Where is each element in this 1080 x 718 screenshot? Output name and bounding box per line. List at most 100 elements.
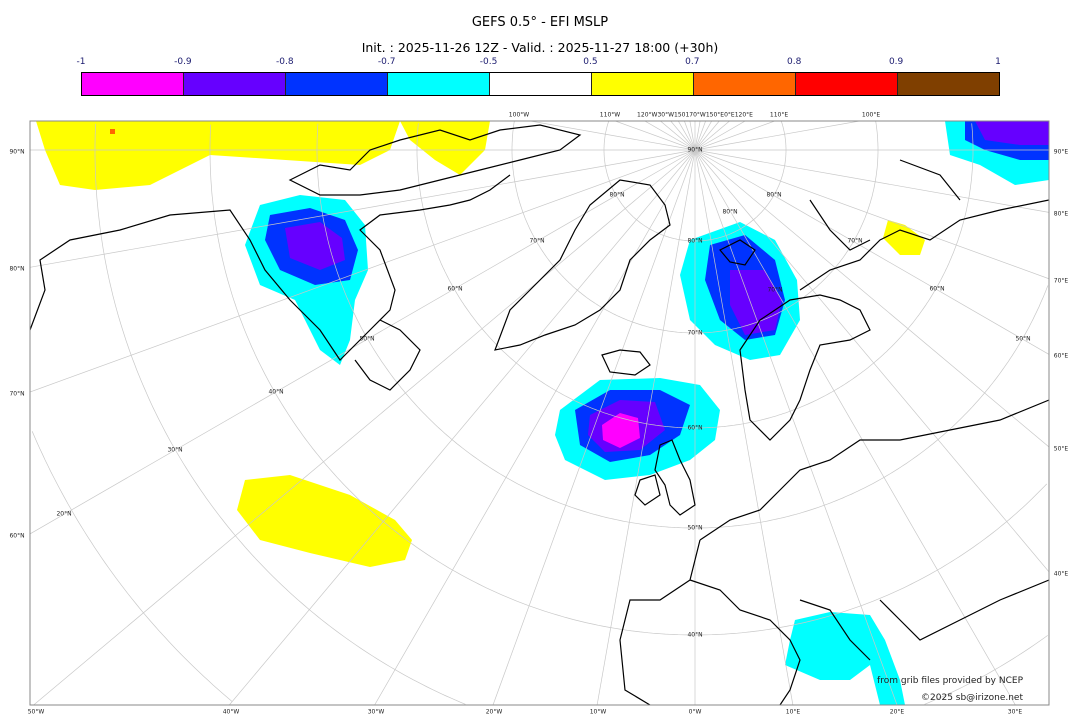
axis-label: 110°E <box>769 111 789 119</box>
axis-label: 30°N <box>167 446 183 454</box>
colorbar-tick: -0.9 <box>174 57 192 67</box>
latitude-circle <box>603 121 787 242</box>
colorbar <box>81 72 1000 96</box>
axis-label: 30°E <box>1007 708 1023 716</box>
axis-label: 50°E <box>1053 445 1069 453</box>
latitude-circle <box>94 123 1048 705</box>
colorbar-tick: 1 <box>995 57 1001 67</box>
europe-coast <box>619 399 1049 705</box>
axis-label: 100°E <box>861 111 881 119</box>
axis-label: 70°N <box>529 237 545 245</box>
axis-label: 70°N <box>9 390 25 398</box>
meridian-line <box>694 149 1049 280</box>
uk-coast <box>654 439 696 516</box>
meridian-line <box>530 121 696 151</box>
anomaly-orange <box>110 129 115 134</box>
anomaly-magenta <box>602 413 640 448</box>
axis-label: 90°N <box>9 148 25 156</box>
axis-label: 50°N <box>359 335 375 343</box>
meridian-line <box>30 149 696 268</box>
svalbard-coast <box>719 239 756 266</box>
axis-label: 80°N <box>722 208 738 216</box>
meridian-line <box>689 121 696 151</box>
latitude-circle <box>31 431 233 702</box>
colorbar-segment <box>82 73 184 95</box>
meridian-line <box>684 121 696 151</box>
axis-label: 40°N <box>687 631 703 639</box>
meridian-line <box>229 149 696 705</box>
colorbar-tick: 0.5 <box>583 57 598 67</box>
meridian-line <box>694 149 1049 213</box>
colorbar-tick: 0.7 <box>685 57 700 67</box>
ireland-coast <box>634 474 661 506</box>
axis-label: 20°N <box>56 510 72 518</box>
map-frame <box>29 120 1050 706</box>
axis-label: 60°E <box>1053 352 1069 360</box>
colorbar-segment <box>388 73 490 95</box>
anomaly-yellow <box>400 121 490 175</box>
colorbar-segment <box>592 73 694 95</box>
axis-label: 60°N <box>687 424 703 432</box>
meridian-line <box>596 149 696 705</box>
canada-coast <box>30 174 511 361</box>
axis-label: 80°N <box>9 265 25 273</box>
meridian-line <box>694 149 1049 355</box>
latitude-circle <box>511 121 879 334</box>
axis-label: 100°W <box>508 111 530 119</box>
meridian-line <box>694 121 860 151</box>
meridian-line <box>694 121 706 151</box>
meridian-line <box>492 149 696 705</box>
colorbar-segment <box>694 73 796 95</box>
axis-label: 60°N <box>447 285 463 293</box>
meridian-line <box>694 121 746 151</box>
meridian-line <box>615 121 696 151</box>
graticule <box>30 121 1049 705</box>
coastlines <box>30 124 1049 705</box>
meridian-line <box>30 149 696 393</box>
axis-label: 70°N <box>767 286 783 294</box>
axis-label: 70°N <box>687 329 703 337</box>
axis-label: 120°W30°W150170°W150°E0°E120°E <box>637 111 753 119</box>
colorbar-tick: -0.5 <box>479 57 498 67</box>
axis-label: 0°W <box>688 708 702 716</box>
axis-label: 80°N <box>766 191 782 199</box>
anomaly-yellow <box>36 121 400 190</box>
colorbar-segment <box>490 73 592 95</box>
meridian-line <box>694 121 730 151</box>
axis-label: 40°W <box>222 708 240 716</box>
meridian-line <box>694 121 713 151</box>
meridian-line <box>694 149 1049 573</box>
latitude-circle <box>416 123 974 429</box>
meridian-line <box>670 121 696 151</box>
iceland-coast <box>601 349 651 376</box>
axis-label: 80°N <box>609 191 625 199</box>
meridian-line <box>33 149 696 705</box>
meridian-line <box>694 121 720 151</box>
meridian-line <box>694 149 898 705</box>
meridian-line <box>694 149 794 705</box>
colorbar-segment <box>796 73 898 95</box>
colorbar-tick: -0.8 <box>275 57 294 67</box>
axis-label: 50°N <box>687 524 703 532</box>
colorbar-tick: 0.8 <box>787 57 802 67</box>
arctic-islands <box>288 124 582 196</box>
colorbar-segment <box>184 73 286 95</box>
axis-label: 20°E <box>889 708 905 716</box>
axis-label: 70°E <box>1053 277 1069 285</box>
axis-label: 90°N <box>687 146 703 154</box>
russia-coast <box>799 159 1049 291</box>
meridian-line <box>694 149 1016 705</box>
axis-label: 80°N <box>687 237 703 245</box>
axis-label: 90°E <box>1053 148 1069 156</box>
anomaly-purple <box>975 121 1049 145</box>
anomaly-purple <box>730 270 782 335</box>
meridian-line <box>374 149 696 705</box>
axis-label: 110°W <box>599 111 621 119</box>
meridian-line <box>694 121 775 151</box>
chart-title: GEFS 0.5° - EFI MSLP <box>471 15 609 30</box>
meridian-line <box>694 121 701 151</box>
labrador-coast <box>354 319 421 391</box>
axis-label: 40°E <box>1053 570 1069 578</box>
colorbar-segment <box>286 73 388 95</box>
credit-copyright: ©2025 sb@irizone.net <box>921 693 1023 703</box>
